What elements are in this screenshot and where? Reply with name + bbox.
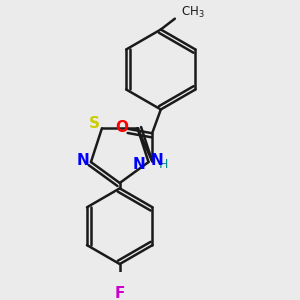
Text: CH$_3$: CH$_3$ xyxy=(181,4,205,20)
Text: S: S xyxy=(89,116,100,131)
Text: H: H xyxy=(159,158,168,171)
Text: N: N xyxy=(133,157,146,172)
Text: N: N xyxy=(77,154,90,169)
Text: N: N xyxy=(151,154,164,169)
Text: F: F xyxy=(115,286,125,300)
Text: O: O xyxy=(116,120,128,135)
